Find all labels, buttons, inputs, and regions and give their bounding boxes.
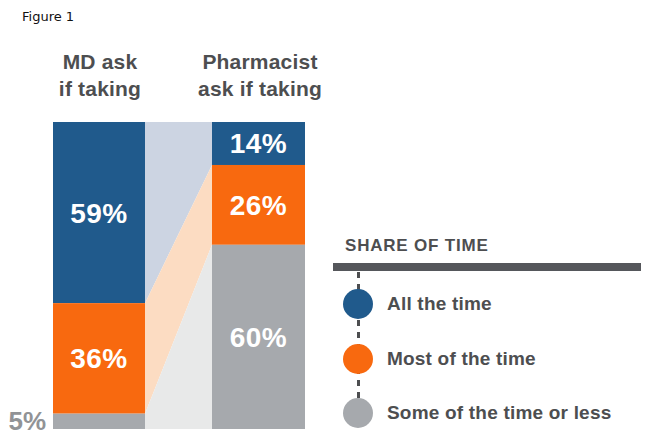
outside-value-label: 5% [8,406,46,436]
segment-value-label: 59% [70,198,128,229]
segment-value-label: 36% [70,343,128,374]
legend-swatch-all-the-time [343,289,373,319]
bar-segment [53,414,145,429]
legend-item-label: Most of the time [387,344,536,374]
figure-page: Figure 1 MD ask if taking Pharmacist ask… [0,0,650,441]
legend-swatch-most-of-the-time [343,344,373,374]
legend-swatch-some-of-the-time-or-less [343,398,373,428]
segment-value-label: 26% [230,190,288,221]
legend-item-label: Some of the time or less [387,398,611,428]
legend-item-label: All the time [387,289,492,319]
segment-value-label: 14% [230,128,288,159]
segment-value-label: 60% [230,322,288,353]
legend-rule [333,263,641,271]
legend-title: SHARE OF TIME [345,236,489,256]
legend: SHARE OF TIME All the time Most of the t… [333,236,650,436]
